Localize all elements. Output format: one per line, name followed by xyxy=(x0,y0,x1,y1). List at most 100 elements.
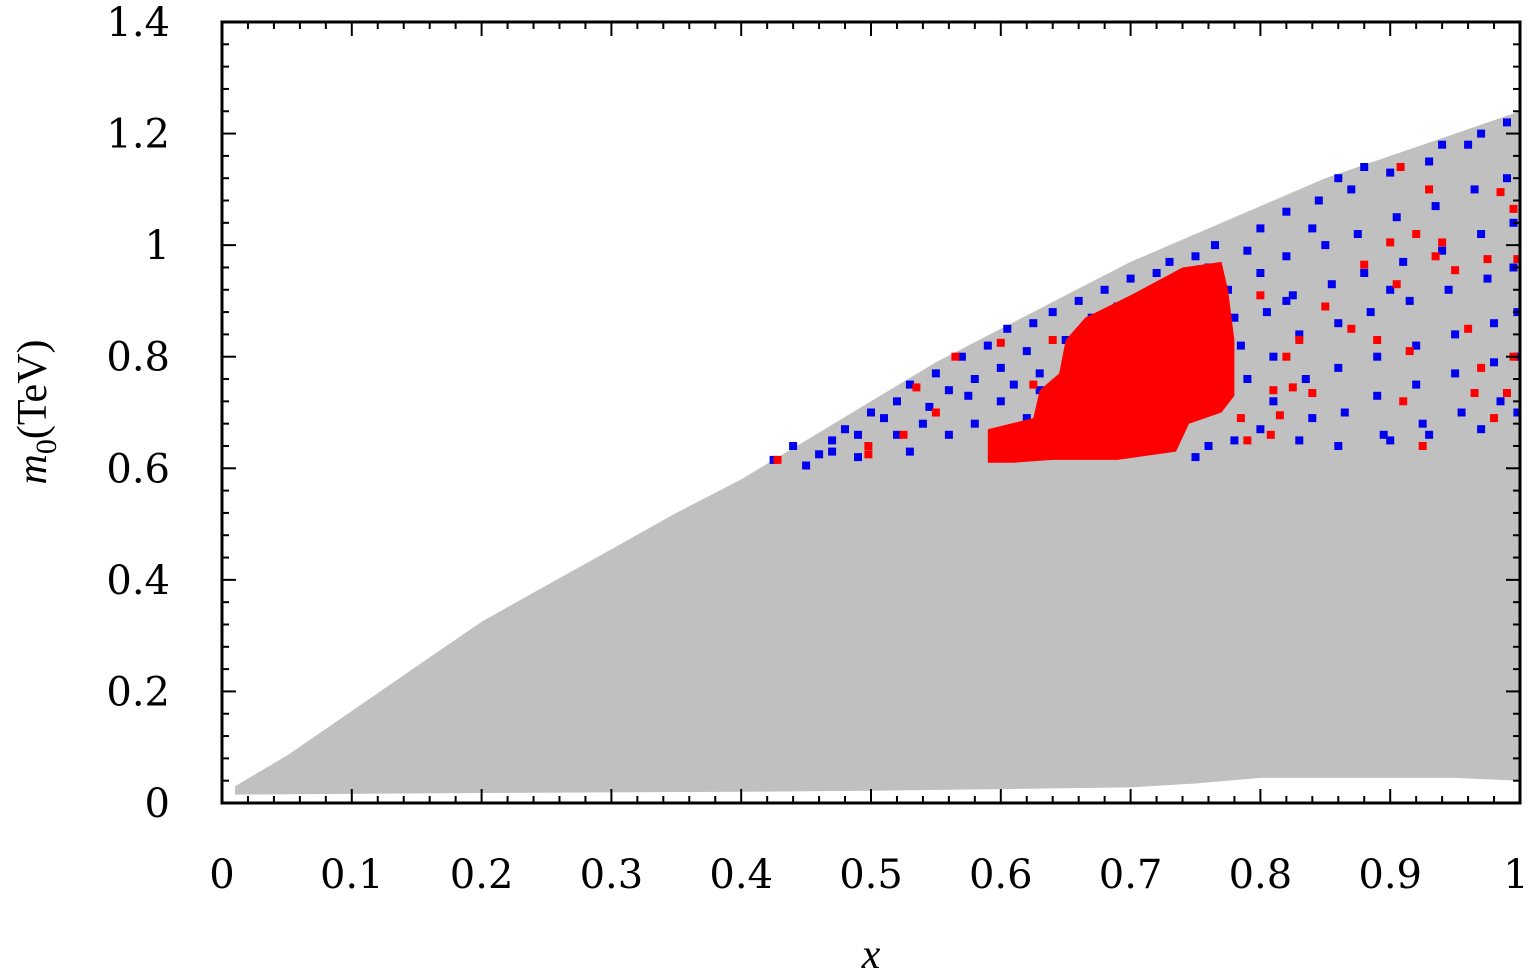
point-1-108 xyxy=(1334,174,1343,183)
point-1-13 xyxy=(931,369,940,378)
point-1-48 xyxy=(1269,352,1278,361)
point-3-0 xyxy=(773,455,782,464)
point-1-74 xyxy=(1412,380,1421,389)
x-tick-label: 0.2 xyxy=(450,852,514,898)
point-3-24 xyxy=(1392,280,1401,289)
point-1-91 xyxy=(1503,174,1511,183)
point-1-122 xyxy=(1204,442,1213,450)
point-1-73 xyxy=(1412,341,1421,350)
point-3-7 xyxy=(996,338,1005,347)
point-3-20 xyxy=(1347,324,1356,333)
point-1-117 xyxy=(1295,436,1304,445)
y-tick-label: 1.4 xyxy=(106,0,170,46)
point-1-97 xyxy=(1022,414,1031,423)
x-tick-label: 0.1 xyxy=(320,852,384,898)
x-tick-label: 0.7 xyxy=(1099,852,1163,898)
point-1-9 xyxy=(893,397,901,406)
point-1-110 xyxy=(1308,224,1317,233)
point-1-45 xyxy=(1256,224,1265,233)
point-1-20 xyxy=(1003,324,1012,333)
point-1-24 xyxy=(1035,369,1044,378)
point-1-5 xyxy=(841,425,849,434)
point-3-31 xyxy=(1438,238,1447,247)
y-tick-label: 0.8 xyxy=(106,335,170,381)
point-1-16 xyxy=(964,391,973,400)
point-3-13 xyxy=(1269,386,1278,395)
region-0 xyxy=(235,111,1520,795)
y-tick-label: 1 xyxy=(145,223,170,269)
y-tick-label: 0.6 xyxy=(106,446,170,492)
point-1-2 xyxy=(802,461,811,470)
point-1-42 xyxy=(1236,341,1245,350)
point-1-57 xyxy=(1321,241,1330,250)
point-1-77 xyxy=(1431,202,1440,211)
point-1-37 xyxy=(1191,252,1200,261)
point-1-85 xyxy=(1477,230,1486,238)
point-1-46 xyxy=(1256,269,1265,277)
point-1-82 xyxy=(1457,408,1466,417)
point-1-58 xyxy=(1327,280,1336,289)
y-axis-symbol: m xyxy=(10,454,56,484)
point-1-22 xyxy=(1022,347,1031,356)
point-3-2 xyxy=(864,450,873,459)
point-3-1 xyxy=(864,442,873,450)
point-3-27 xyxy=(1412,230,1421,238)
point-1-14 xyxy=(944,386,953,395)
x-tick-label: 0.6 xyxy=(969,852,1033,898)
point-3-22 xyxy=(1373,336,1382,344)
point-1-88 xyxy=(1490,358,1498,367)
point-3-29 xyxy=(1425,185,1434,194)
point-3-11 xyxy=(1243,436,1252,445)
point-3-4 xyxy=(912,383,921,392)
point-1-7 xyxy=(867,408,875,417)
point-3-3 xyxy=(899,430,908,439)
point-1-47 xyxy=(1262,308,1271,317)
x-tick-label: 0 xyxy=(209,852,234,898)
point-1-50 xyxy=(1282,207,1291,216)
point-1-118 xyxy=(1334,442,1343,450)
tick-labels: 0 0.1 0.2 0.3 0.4 0.5 0.6 0.7 0.8 0.9 1 0 0.2 0.4 0.6 0… xyxy=(106,0,1528,898)
point-1-51 xyxy=(1282,252,1291,261)
point-1-52 xyxy=(1288,291,1297,300)
point-3-32 xyxy=(1451,266,1460,275)
point-1-18 xyxy=(983,341,992,350)
point-1-4 xyxy=(828,436,837,445)
point-3-15 xyxy=(1282,352,1291,361)
point-1-79 xyxy=(1444,285,1453,294)
point-1-96 xyxy=(1513,408,1520,417)
point-1-90 xyxy=(1503,118,1511,127)
point-3-30 xyxy=(1431,252,1440,261)
point-1-44 xyxy=(1243,246,1252,255)
point-1-19 xyxy=(996,363,1005,372)
point-3-39 xyxy=(1503,389,1511,397)
point-3-28 xyxy=(1418,442,1427,450)
point-1-6 xyxy=(854,430,862,439)
point-1-101 xyxy=(905,447,914,456)
point-3-18 xyxy=(1308,389,1317,397)
point-1-72 xyxy=(1405,296,1414,305)
point-3-43 xyxy=(1396,163,1405,171)
point-1-64 xyxy=(1360,269,1369,277)
point-1-68 xyxy=(1379,430,1388,439)
point-3-38 xyxy=(1496,188,1505,197)
point-3-35 xyxy=(1477,363,1486,372)
y-tick-label: 0.4 xyxy=(106,558,170,604)
point-3-17 xyxy=(1295,336,1304,344)
point-1-99 xyxy=(970,419,979,428)
point-1-39 xyxy=(1211,241,1219,250)
point-1-98 xyxy=(996,397,1005,406)
point-3-34 xyxy=(1470,389,1479,397)
point-1-89 xyxy=(1496,397,1505,406)
point-3-26 xyxy=(1405,347,1414,356)
point-1-25 xyxy=(1048,308,1057,317)
point-1-115 xyxy=(1230,436,1239,445)
point-1-53 xyxy=(1295,330,1304,339)
point-1-43 xyxy=(1243,375,1252,383)
point-1-76 xyxy=(1425,157,1434,166)
point-3-42 xyxy=(1513,255,1520,264)
point-1-49 xyxy=(1269,397,1278,406)
point-1-41 xyxy=(1230,313,1239,322)
point-1-10 xyxy=(905,380,914,389)
point-3-36 xyxy=(1483,255,1492,264)
